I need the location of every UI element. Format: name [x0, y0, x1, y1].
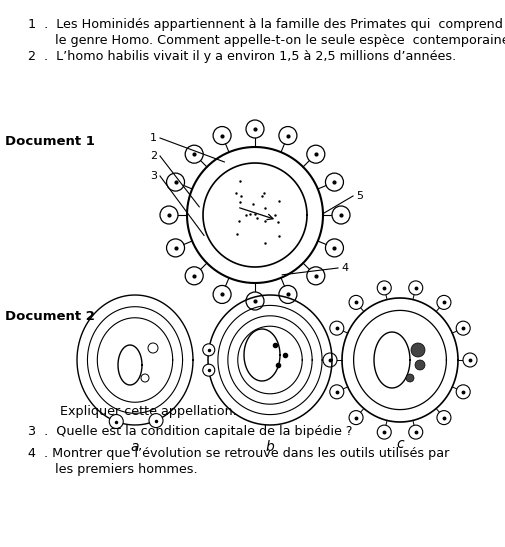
Circle shape	[411, 343, 425, 357]
Text: Expliquer cette appellation.: Expliquer cette appellation.	[60, 405, 237, 418]
Text: 3: 3	[150, 171, 157, 181]
Circle shape	[349, 411, 363, 424]
Circle shape	[246, 292, 264, 310]
Text: les premiers hommes.: les premiers hommes.	[55, 463, 197, 476]
Text: c: c	[396, 437, 404, 451]
Circle shape	[279, 126, 297, 144]
Circle shape	[437, 411, 451, 424]
Circle shape	[349, 295, 363, 310]
Circle shape	[149, 414, 163, 428]
Text: 1  .  Les Hominidés appartiennent à la famille des Primates qui  comprend: 1 . Les Hominidés appartiennent à la fam…	[28, 18, 503, 31]
Circle shape	[377, 425, 391, 439]
Circle shape	[109, 415, 123, 428]
Text: 4  . Montrer que l’évolution se retrouve dans les outils utilisés par: 4 . Montrer que l’évolution se retrouve …	[28, 447, 449, 460]
Circle shape	[203, 364, 215, 376]
Circle shape	[332, 206, 350, 224]
Circle shape	[330, 321, 344, 335]
Circle shape	[456, 385, 470, 399]
Text: 1: 1	[150, 133, 157, 143]
Text: le genre Homo. Comment appelle-t-on le seule espèce  contemporaine.: le genre Homo. Comment appelle-t-on le s…	[55, 34, 505, 47]
Circle shape	[167, 173, 184, 191]
Circle shape	[409, 425, 423, 439]
Text: b: b	[266, 440, 274, 454]
Circle shape	[323, 353, 337, 367]
Circle shape	[307, 145, 325, 163]
Text: 5: 5	[356, 191, 363, 201]
Text: 3  .  Quelle est la condition capitale de la bipédie ?: 3 . Quelle est la condition capitale de …	[28, 425, 352, 438]
Circle shape	[148, 343, 158, 353]
Circle shape	[141, 374, 149, 382]
Circle shape	[456, 321, 470, 335]
Text: 2  .  L’homo habilis vivait il y a environ 1,5 à 2,5 millions d’années.: 2 . L’homo habilis vivait il y a environ…	[28, 50, 456, 63]
Circle shape	[409, 281, 423, 295]
Circle shape	[160, 206, 178, 224]
Circle shape	[185, 267, 203, 285]
Circle shape	[246, 120, 264, 138]
Circle shape	[213, 286, 231, 304]
Circle shape	[167, 239, 184, 257]
Text: a: a	[131, 440, 139, 454]
Circle shape	[415, 360, 425, 370]
Circle shape	[406, 374, 414, 382]
Circle shape	[213, 126, 231, 144]
Circle shape	[203, 344, 215, 356]
Circle shape	[377, 281, 391, 295]
Circle shape	[279, 286, 297, 304]
Circle shape	[437, 295, 451, 310]
Text: 4: 4	[341, 263, 348, 273]
Text: Document 1: Document 1	[5, 135, 95, 148]
Circle shape	[307, 267, 325, 285]
Circle shape	[325, 173, 343, 191]
Circle shape	[185, 145, 203, 163]
Circle shape	[325, 239, 343, 257]
Text: Document 2: Document 2	[5, 310, 95, 323]
Circle shape	[330, 385, 344, 399]
Circle shape	[463, 353, 477, 367]
Text: 2: 2	[150, 151, 157, 161]
